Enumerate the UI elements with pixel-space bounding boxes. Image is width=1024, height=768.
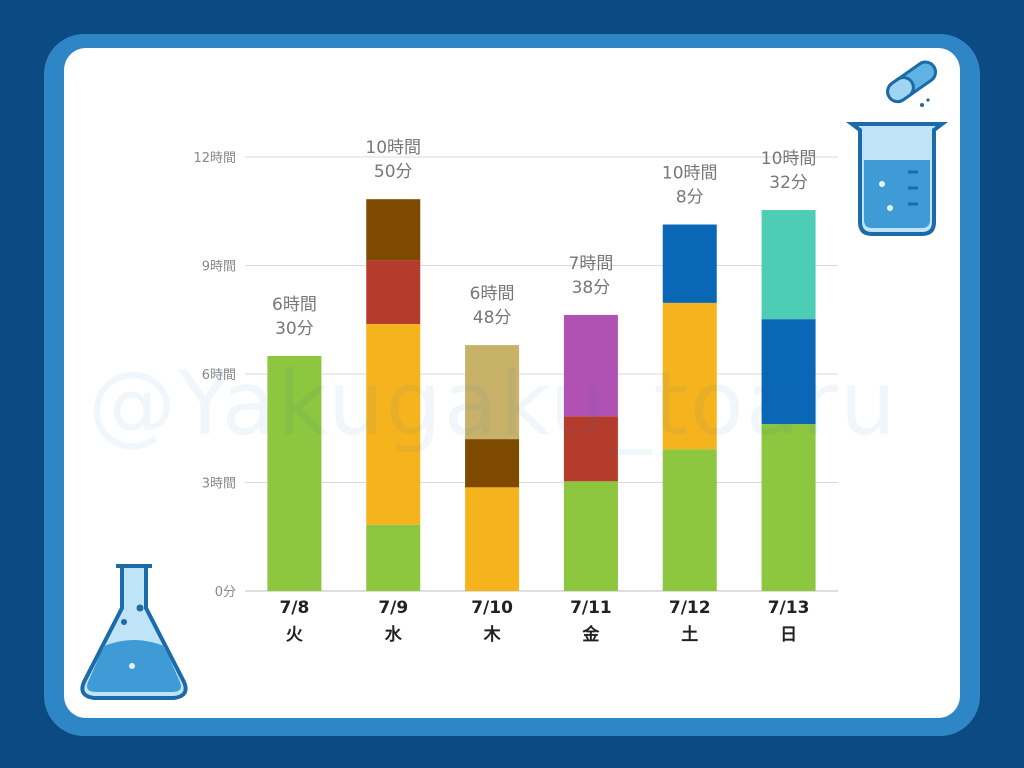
- y-tick-label: 3時間: [202, 477, 236, 492]
- bar-total-label: 48分: [473, 308, 512, 328]
- bar-segment: [563, 416, 618, 482]
- bar-segment: [662, 224, 717, 303]
- x-tick-label: 7/12: [669, 598, 711, 618]
- flask-icon: [80, 564, 188, 700]
- bar-segment: [761, 210, 816, 320]
- bar-segment: [366, 199, 421, 261]
- bar-total-label: 38分: [572, 278, 611, 298]
- bar-segment: [366, 260, 421, 324]
- x-tick-label: 7/8: [279, 598, 309, 618]
- x-tick-weekday-label: 水: [385, 624, 403, 645]
- bar-segment: [366, 524, 421, 591]
- bar-segment: [267, 355, 322, 591]
- x-tick-label: 7/13: [768, 598, 810, 618]
- bar-segment: [465, 439, 520, 488]
- bar-segment: [465, 487, 520, 591]
- bar-total-label: 32分: [769, 173, 808, 193]
- bar-total-label: 10時間: [761, 149, 817, 169]
- bar-segment: [563, 481, 618, 591]
- bar-total-label: 8分: [676, 188, 704, 208]
- x-tick-label: 7/9: [378, 598, 408, 618]
- x-tick-weekday-label: 木: [483, 624, 502, 645]
- bar-segment: [761, 319, 816, 425]
- bar-segment: [662, 302, 717, 450]
- bar-segment: [662, 449, 717, 591]
- x-tick-weekday-label: 日: [780, 625, 797, 645]
- x-tick-weekday-label: 金: [581, 624, 600, 645]
- x-tick-weekday-label: 火: [286, 625, 304, 645]
- bar-total-label: 6時間: [470, 284, 515, 304]
- x-tick-weekday-label: 土: [681, 624, 698, 645]
- bar-total-label: 50分: [374, 162, 413, 182]
- bar-total-label: 7時間: [569, 254, 614, 274]
- x-tick-label: 7/10: [471, 598, 513, 618]
- bar-segment: [465, 345, 520, 440]
- beaker-icon: [846, 122, 948, 236]
- bar-total-label: 10時間: [365, 138, 421, 158]
- bar-total-label: 10時間: [662, 164, 718, 184]
- bar-segment: [563, 314, 618, 417]
- bar-total-label: 30分: [275, 319, 314, 339]
- bar-segment: [366, 323, 421, 525]
- bar-segment: [761, 424, 816, 591]
- bar-total-label: 6時間: [272, 295, 317, 315]
- watermark: @Yakugaku_toaru: [88, 352, 898, 455]
- y-tick-label: 6時間: [202, 368, 236, 383]
- capsule-icon: [886, 60, 937, 107]
- x-tick-label: 7/11: [570, 598, 612, 618]
- y-tick-label: 12時間: [193, 151, 236, 166]
- y-tick-label: 0分: [215, 585, 236, 600]
- y-tick-label: 9時間: [202, 260, 236, 275]
